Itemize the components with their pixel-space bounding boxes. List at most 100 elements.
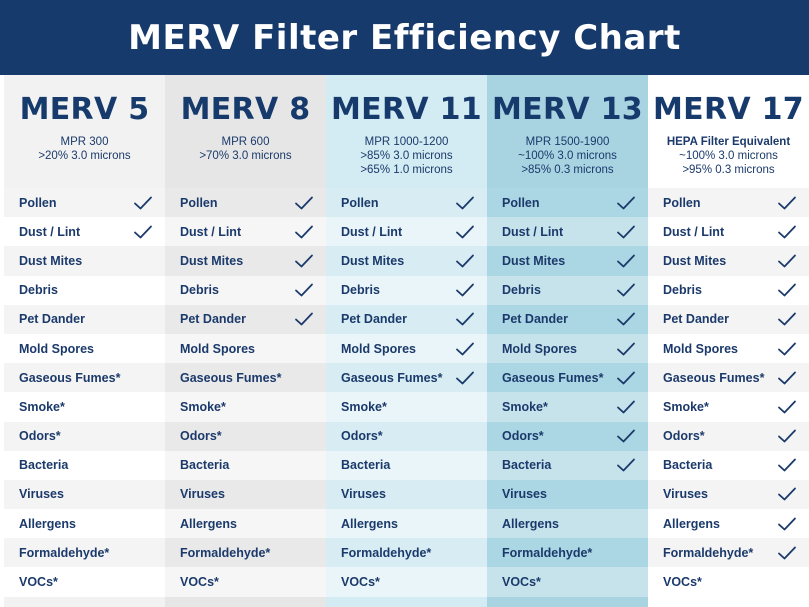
contaminant-label: VOCs* [502,575,541,590]
contaminant-label: Viruses [502,487,547,502]
column-spec: MPR 1500-1900 ~100% 3.0 microns >85% 0.3 m… [487,135,648,177]
column-name: MERV 5 [19,92,150,127]
table-row: Mold Spores [326,333,487,364]
filter-column-merv-13: MERV 13 MPR 1500-1900 ~100% 3.0 microns >85… [487,75,648,607]
contaminant-label: Pollen [341,195,379,210]
column-header: MERV 17 HEPA Filter Equivalent ~100% 3.0 m… [648,75,809,188]
contaminant-rows: Pollen Dust / Lint Dust Mites Debris Pet Dan… [487,188,648,597]
contaminant-label: Bacteria [180,458,230,473]
contaminant-label: Smoke* [341,399,387,414]
checkmark-icon [616,428,636,444]
checkmark-icon [777,545,797,561]
table-row: Pollen [165,188,326,218]
contaminant-label: Mold Spores [19,341,95,356]
contaminant-label: Formaldehyde* [19,545,110,560]
contaminant-label: VOCs* [19,575,58,590]
contaminant-label: Pollen [19,195,57,210]
contaminant-rows: Pollen Dust / Lint Dust Mites Debris Pet Dan… [648,188,809,597]
checkmark-icon [455,311,475,327]
contaminant-label: Mold Spores [663,341,739,356]
contaminant-label: Allergens [180,516,237,531]
contaminant-label: Pollen [502,195,540,210]
contaminant-label: Bacteria [19,458,69,473]
checkmark-icon [616,311,636,327]
checkmark-icon [777,516,797,532]
filter-columns: MERV 5 MPR 300 >20% 3.0 microns Pollen Dust … [4,75,809,607]
checkmark-icon [777,428,797,444]
table-row: Formaldehyde* [326,538,487,568]
filter-column-merv-5: MERV 5 MPR 300 >20% 3.0 microns Pollen Dust … [4,75,165,607]
column-name: MERV 17 [653,92,804,127]
table-row: Odors* [4,421,165,451]
contaminant-label: Dust Mites [663,253,727,268]
table-row: Mold Spores [648,333,809,364]
checkmark-icon [777,457,797,473]
column-spec: MPR 1000-1200 >85% 3.0 microns >65% 1.0 mi… [326,135,487,177]
table-row: Pet Dander [648,304,809,334]
spec-line: MPR 300 [60,136,109,148]
table-row: Mold Spores [487,333,648,364]
contaminant-label: Pet Dander [663,312,729,327]
table-row: Smoke* [165,392,326,422]
table-row: Allergens [165,509,326,539]
table-row: Formaldehyde* [648,538,809,568]
contaminant-label: Odors* [19,429,61,444]
table-row: Formaldehyde* [487,538,648,568]
table-row: Pet Dander [326,304,487,334]
contaminant-label: VOCs* [341,575,380,590]
table-row: Dust Mites [326,246,487,276]
table-row: Dust / Lint [487,217,648,247]
table-row: Odors* [487,421,648,451]
spec-line: MPR 1500-1900 [525,136,610,148]
contaminant-label: Viruses [19,487,64,502]
contaminant-label: Dust / Lint [502,224,564,239]
column-spec: HEPA Filter Equivalent ~100% 3.0 microns >… [648,135,809,177]
contaminant-label: Dust / Lint [663,224,725,239]
checkmark-icon [616,282,636,298]
spec-line: >70% 3.0 microns [199,150,292,162]
contaminant-rows: Pollen Dust / Lint Dust Mites Debris Pet Dan… [326,188,487,597]
checkmark-icon [777,341,797,357]
checkmark-icon [616,195,636,211]
table-row: Dust / Lint [648,217,809,247]
table-row: Odors* [648,421,809,451]
checkmark-icon [777,370,797,386]
filter-column-merv-11: MERV 11 MPR 1000-1200 >85% 3.0 microns >65%… [326,75,487,607]
contaminant-label: Pollen [663,195,701,210]
filter-column-merv-17: MERV 17 HEPA Filter Equivalent ~100% 3.0 m… [648,75,809,607]
checkmark-icon [777,224,797,240]
checkmark-icon [777,486,797,502]
contaminant-label: Debris [663,283,702,298]
contaminant-label: Formaldehyde* [502,545,593,560]
spec-line: >20% 3.0 microns [38,150,131,162]
contaminant-label: Pet Dander [502,312,568,327]
checkmark-icon [455,370,475,386]
column-spec: MPR 600 >70% 3.0 microns [165,135,326,163]
table-row: Viruses [326,479,487,510]
table-row: Mold Spores [165,333,326,364]
column-header: MERV 8 MPR 600 >70% 3.0 microns [165,75,326,188]
contaminant-label: Odors* [180,429,222,444]
contaminant-label: VOCs* [180,575,219,590]
spec-line: MPR 600 [221,136,270,148]
contaminant-label: Dust Mites [19,253,83,268]
checkmark-icon [294,195,314,211]
contaminant-label: Smoke* [502,399,548,414]
table-row: Dust / Lint [326,217,487,247]
checkmark-icon [133,195,153,211]
contaminant-label: Dust / Lint [341,224,403,239]
checkmark-icon [455,253,475,269]
checkmark-icon [294,224,314,240]
checkmark-icon [777,311,797,327]
table-row: Smoke* [487,392,648,422]
contaminant-label: Dust Mites [180,253,244,268]
table-row: Bacteria [165,450,326,480]
table-row: Smoke* [4,392,165,422]
contaminant-label: Debris [502,283,541,298]
contaminant-rows: Pollen Dust / Lint Dust Mites Debris Pet Dan… [4,188,165,597]
table-row: Pollen [326,188,487,218]
contaminant-label: Odors* [663,429,705,444]
table-row: Viruses [487,479,648,510]
contaminant-label: Pet Dander [19,312,85,327]
spec-line: ~100% 3.0 microns [679,150,778,162]
